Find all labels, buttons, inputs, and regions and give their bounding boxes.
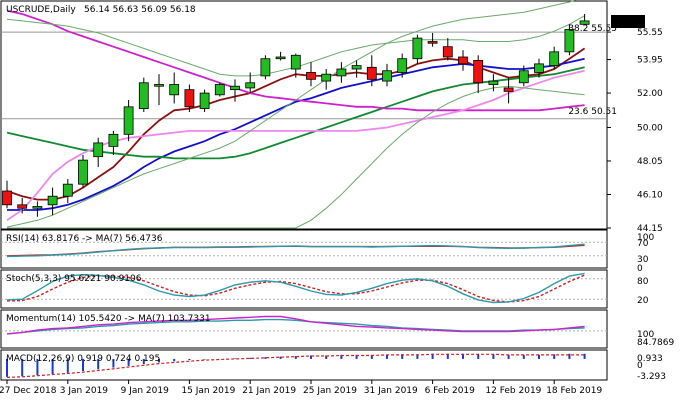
indicator-line-ema_slow [6, 66, 585, 160]
date-tick-label: 21 Jan 2019 [242, 386, 296, 396]
candle-body [412, 37, 423, 60]
candle-body [549, 51, 560, 66]
candle-body [290, 54, 301, 70]
macd-tick-label: -3.293 [637, 372, 666, 382]
rsi-panel-frame [0, 229, 608, 269]
osc-tick-label: 70 [637, 239, 649, 249]
osc-tick-label: 30 [637, 255, 649, 265]
candle-body [169, 84, 180, 96]
candle-body [351, 65, 362, 70]
date-tick-label: 31 Jan 2019 [364, 386, 418, 396]
candle-body [184, 89, 195, 108]
candle-body [199, 92, 210, 109]
date-tick-label: 27 Dec 2018 [0, 386, 57, 396]
candle-body [458, 56, 468, 65]
momentum-panel-frame [0, 309, 608, 349]
candle-body [214, 84, 225, 96]
date-tick-label: 15 Jan 2019 [181, 386, 235, 396]
candle-body [78, 159, 88, 185]
date-tick-label: 3 Jan 2019 [60, 386, 108, 396]
fib-label-23: 23.6 50.51 [568, 107, 617, 117]
osc-tick-label: 84.7869 [637, 338, 674, 348]
date-tick-label: 6 Feb 2019 [425, 386, 476, 396]
candle-body [138, 82, 149, 109]
candle-body [366, 66, 377, 80]
macd-title: MACD(12,26,9) 0.919 0.724 0.195 [6, 354, 160, 364]
price-tick-label: 48.05 [637, 157, 663, 167]
fib-label-38: 38.2 55.55 [568, 24, 617, 34]
candle-body [230, 85, 240, 91]
rsi-title: RSI(14) 63.8176 -> MA(7) 56.4736 [6, 234, 163, 244]
candle-body [245, 82, 256, 89]
osc-tick-label: 0 [637, 264, 643, 274]
macd-tick-label: 0 [637, 361, 643, 371]
price-tick-label: 50.00 [637, 123, 663, 133]
osc-tick-label: 20 [637, 296, 649, 306]
candle-body [321, 73, 332, 82]
macd-panel-frame [0, 349, 608, 381]
candle-body [564, 29, 575, 53]
candle-body [488, 80, 499, 85]
momentum-title: Momentum(14) 105.5420 -> MA(7) 103.7331 [6, 314, 211, 324]
ohlc-values: 56.14 56.63 56.09 56.18 [84, 5, 196, 15]
candle-body [382, 70, 392, 82]
date-tick-label: 12 Feb 2019 [485, 386, 541, 396]
oscillator-line-osc_main [6, 272, 585, 304]
candle-body [427, 41, 438, 44]
candle-body [518, 70, 529, 84]
candle-body [62, 183, 73, 197]
candle-body [154, 84, 164, 87]
candle-body [397, 58, 408, 73]
indicator-line-bollinger [6, 0, 577, 228]
oscillator-line-osc_main [6, 243, 585, 258]
osc-tick-label: 100 [637, 330, 654, 340]
price-tick-label: 53.95 [637, 56, 663, 66]
price-tick-label: 46.10 [637, 190, 663, 200]
candle-body [17, 204, 28, 209]
candle-body [473, 60, 484, 84]
date-tick-label: 25 Jan 2019 [303, 386, 357, 396]
candle-body [503, 87, 514, 92]
indicator-line-ema_mid [7, 57, 585, 211]
price-tick-label: 55.55 [637, 28, 663, 38]
indicator-line-sma_pink [6, 69, 585, 222]
current-price-label: 56.18 [614, 18, 642, 28]
oscillator-line-sma_magenta [6, 315, 585, 335]
candle-body [579, 20, 590, 25]
price-tick-label: 52.00 [637, 89, 663, 99]
candle-body [32, 206, 43, 209]
candle-body [336, 68, 347, 77]
price-tick-label: 44.15 [637, 224, 663, 234]
date-tick-label: 9 Jan 2019 [121, 386, 169, 396]
candle-body [47, 195, 58, 206]
macd-tick-label: 0.933 [637, 354, 663, 364]
candle-body [93, 142, 104, 158]
candle-body [260, 58, 271, 77]
osc-tick-label: 80 [637, 277, 649, 287]
macd-signal-line [6, 353, 585, 378]
candle-body [108, 133, 119, 147]
symbol-title: USCRUDE,Daily [6, 5, 76, 15]
candle-body [534, 63, 544, 73]
stoch-title: Stoch(5,3,3) 95.6221 90.9106 [6, 274, 142, 284]
candle-body [123, 106, 134, 135]
candle-body [442, 46, 453, 58]
indicator-line-bollinger [7, 85, 585, 229]
candle-body [306, 72, 316, 80]
date-tick-label: 18 Feb 2019 [546, 386, 602, 396]
current-price-box [611, 15, 645, 28]
osc-tick-label: 100 [637, 233, 654, 243]
candle-body [2, 190, 12, 206]
candle-body [275, 56, 286, 60]
